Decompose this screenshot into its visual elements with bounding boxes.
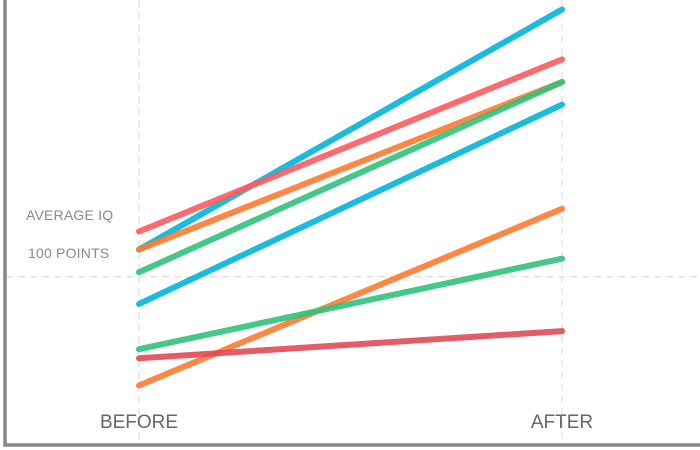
series-line-5	[136, 101, 565, 307]
chart-frame	[3, 0, 700, 447]
series-line-8	[136, 328, 565, 362]
x-tick-label-after: AFTER	[531, 412, 593, 433]
series-line-7	[136, 255, 565, 353]
series-group	[136, 6, 565, 389]
series-line-3	[136, 79, 565, 253]
series-line-1	[136, 6, 565, 253]
series-line-2	[136, 56, 565, 235]
series-line-4	[136, 79, 565, 276]
x-tick-label-before: BEFORE	[100, 412, 178, 433]
series-line-6	[136, 205, 565, 389]
reference-label-top: AVERAGE IQ	[26, 207, 113, 223]
reference-label-bottom: 100 POINTS	[28, 245, 109, 261]
